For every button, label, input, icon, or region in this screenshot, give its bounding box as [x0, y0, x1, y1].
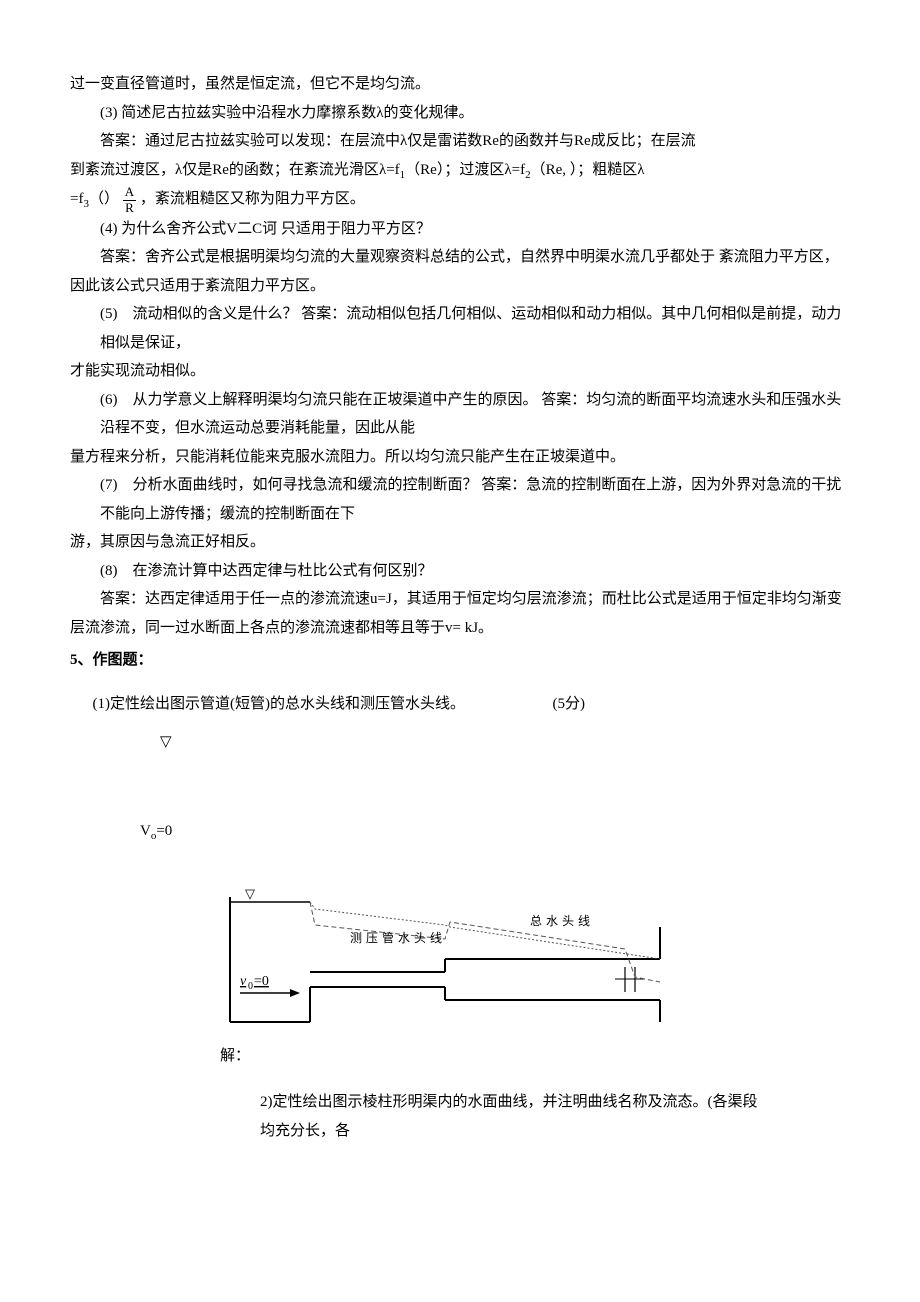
answer-4: 答案：舍齐公式是根据明渠均匀流的大量观察资料总结的公式，自然界中明渠水流几乎都处… — [70, 243, 850, 300]
question-4: (4) 为什么舍齐公式V二C诃 只适用于阻力平方区？ — [70, 215, 850, 244]
pipe-diagram: ▽ 总水头线 测压管水头线 v 0 =0 — [220, 867, 680, 1027]
section-5-title: 5、作图题： — [70, 646, 850, 675]
bg-rect — [220, 867, 680, 1027]
question-5: (5) 流动相似的含义是什么？ 答案：流动相似包括几何相似、运动相似和动力相似。… — [70, 300, 850, 357]
v0-label: Vo=0 — [140, 817, 850, 847]
v0-sub: 0 — [248, 981, 253, 992]
text: 到紊流过渡区，λ仅是Re的函数；在紊流光滑区λ=f — [70, 162, 400, 178]
question-3: (3) 简述尼古拉兹实验中沿程水力摩擦系数λ的变化规律。 — [70, 99, 850, 128]
text: =0 — [156, 823, 172, 839]
solution-label: 解： — [220, 1042, 850, 1071]
denominator: R — [123, 201, 136, 215]
text: （） — [89, 192, 119, 208]
paragraph-continuation: 过一变直径管道时，虽然是恒定流，但它不是均匀流。 — [70, 70, 850, 99]
question-6: (6) 从力学意义上解释明渠均匀流只能在正坡渠道中产生的原因。 答案：均匀流的断… — [70, 386, 850, 443]
task-5-1: (1)定性绘出图示管道(短管)的总水头线和测压管水头线。 (5分) — [70, 690, 850, 719]
answer-8: 答案：达西定律适用于任一点的渗流流速u=J，其适用于恒定均匀层流渗流；而杜比公式… — [70, 585, 850, 642]
task-text: (1)定性绘出图示管道(短管)的总水头线和测压管水头线。 — [93, 696, 465, 712]
nabla-icon: ▽ — [245, 886, 255, 901]
figure-1-placeholder: ▽ Vo=0 — [130, 728, 850, 846]
question-7: (7) 分析水面曲线时，如何寻找急流和缓流的控制断面？ 答案：急流的控制断面在上… — [70, 471, 850, 528]
answer-3-line2: 到紊流过渡区，λ仅是Re的函数；在紊流光滑区λ=f1（Re）；过渡区λ=f2（R… — [70, 156, 850, 186]
nabla-icon: ▽ — [160, 728, 850, 757]
answer-3-line1: 答案：通过尼古拉兹实验可以发现：在层流中λ仅是雷诺数Re的函数并与Re成反比；在… — [70, 127, 850, 156]
points: (5分) — [552, 696, 585, 712]
v0-eq: =0 — [254, 974, 269, 989]
fraction-icon: AR — [123, 185, 136, 215]
answer-6-line2: 量方程来分析，只能消耗位能来克服水流阻力。所以均匀流只能产生在正坡渠道中。 — [70, 443, 850, 472]
text: =f — [70, 192, 83, 208]
answer-7-line2: 游，其原因与急流正好相反。 — [70, 528, 850, 557]
numerator: A — [123, 185, 136, 200]
task-5-2: 2)定性绘出图示棱柱形明渠内的水面曲线，并注明曲线名称及流态。(各渠段均充分长，… — [260, 1088, 760, 1145]
text: V — [140, 823, 151, 839]
text: ，紊流粗糙区又称为阻力平方区。 — [140, 192, 365, 208]
answer-3-line3: =f3（） AR ，紊流粗糙区又称为阻力平方区。 — [70, 185, 850, 215]
answer-5-line2: 才能实现流动相似。 — [70, 357, 850, 386]
text: （Re）；过渡区λ=f — [405, 162, 525, 178]
total-head-label: 总水头线 — [530, 914, 594, 928]
question-8: (8) 在渗流计算中达西定律与杜比公式有何区别？ — [70, 557, 850, 586]
v0-label: v — [240, 974, 247, 989]
text: （Re, ）；粗糙区λ — [531, 162, 645, 178]
piezo-head-label: 测压管水头线 — [350, 930, 446, 945]
